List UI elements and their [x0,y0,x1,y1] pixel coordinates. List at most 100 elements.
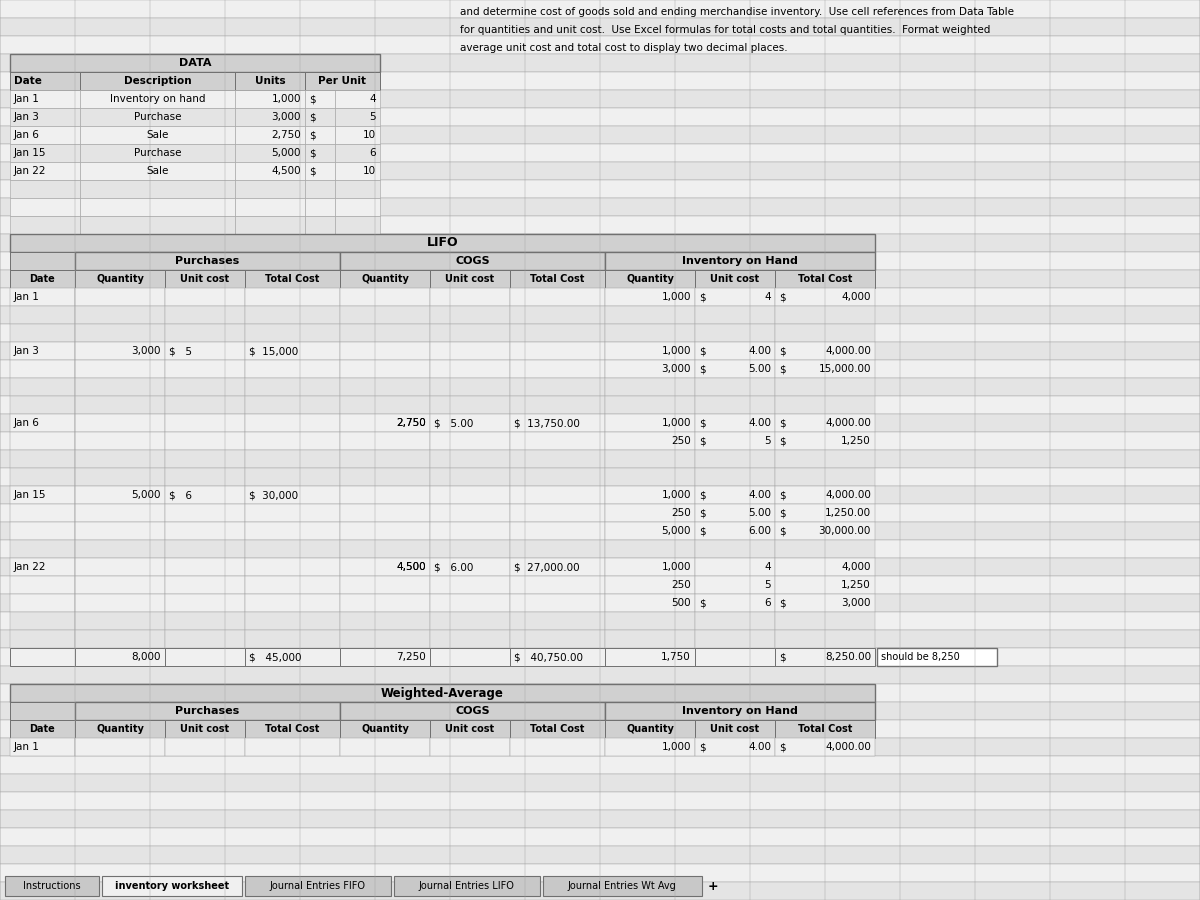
Bar [74,486,166,504]
Bar [775,558,875,576]
Text: 250: 250 [671,436,691,446]
Text: 4,500: 4,500 [396,562,426,572]
Bar [340,450,430,468]
Text: 1,000: 1,000 [661,742,691,752]
Bar [775,396,875,414]
Bar [235,108,305,126]
Bar [10,540,74,558]
Bar [605,342,695,360]
Text: $: $ [698,598,706,608]
Bar [695,288,775,306]
Bar [605,270,695,288]
Bar [80,126,235,144]
Bar [10,594,74,612]
Bar [510,630,605,648]
Bar [605,738,695,756]
Bar [245,594,340,612]
Bar [305,144,335,162]
Text: Purchase: Purchase [133,112,181,122]
Bar [775,414,875,432]
Bar [605,306,695,324]
Bar [166,738,245,756]
Text: Quantity: Quantity [96,274,144,284]
Text: Jan 6: Jan 6 [14,130,40,140]
Text: COGS: COGS [455,256,490,266]
Text: inventory worksheet: inventory worksheet [115,881,229,891]
Bar [166,360,245,378]
Bar [430,504,510,522]
Bar [430,540,510,558]
Bar [430,288,510,306]
Bar [10,702,74,720]
Bar [245,612,340,630]
Bar [305,198,335,216]
Text: Total Cost: Total Cost [530,274,584,284]
Bar [245,468,340,486]
Bar [510,360,605,378]
Bar [775,432,875,450]
Bar [80,72,235,90]
Bar [430,576,510,594]
Text: 250: 250 [671,580,691,590]
Text: Total Cost: Total Cost [265,274,319,284]
Text: 5.00: 5.00 [748,508,772,518]
Text: Date: Date [14,76,42,86]
Text: Inventory on Hand: Inventory on Hand [682,256,798,266]
Text: 2,750: 2,750 [396,418,426,428]
Bar [0,684,1200,702]
Text: Quantity: Quantity [96,724,144,734]
Bar [10,396,74,414]
Bar [0,864,1200,882]
Bar [166,612,245,630]
Bar [166,504,245,522]
Bar [775,270,875,288]
Bar [695,378,775,396]
Text: $: $ [779,292,786,302]
Text: $   6: $ 6 [169,490,192,500]
Text: 4.00: 4.00 [748,742,772,752]
Bar [775,522,875,540]
Bar [510,432,605,450]
Bar [10,576,74,594]
Bar [510,558,605,576]
Text: 4,000: 4,000 [841,562,871,572]
Text: 5,000: 5,000 [661,526,691,536]
Bar [10,144,80,162]
Text: $: $ [698,490,706,500]
Text: 1,000: 1,000 [661,292,691,302]
Bar [0,468,1200,486]
Text: 2,750: 2,750 [396,418,426,428]
Bar [0,216,1200,234]
Text: 250: 250 [671,508,691,518]
Bar [335,126,380,144]
Text: 3,000: 3,000 [841,598,871,608]
Bar [245,378,340,396]
Text: 5: 5 [764,436,772,446]
Text: Total Cost: Total Cost [265,724,319,734]
Bar [10,522,74,540]
Bar [305,108,335,126]
Text: 1,000: 1,000 [271,94,301,104]
Bar [605,324,695,342]
Bar [510,648,605,666]
Bar [430,612,510,630]
Bar [245,270,340,288]
Bar [74,504,166,522]
Bar [10,54,380,72]
Bar [235,198,305,216]
Bar [0,378,1200,396]
Bar [245,450,340,468]
Bar [510,270,605,288]
Bar [695,360,775,378]
Bar [695,450,775,468]
Text: COGS: COGS [455,706,490,716]
Text: 4: 4 [764,292,772,302]
Bar [605,360,695,378]
Bar [605,540,695,558]
Bar [0,324,1200,342]
Text: LIFO: LIFO [427,237,458,249]
Bar [510,738,605,756]
Bar [10,324,74,342]
Bar [605,486,695,504]
Bar [695,522,775,540]
